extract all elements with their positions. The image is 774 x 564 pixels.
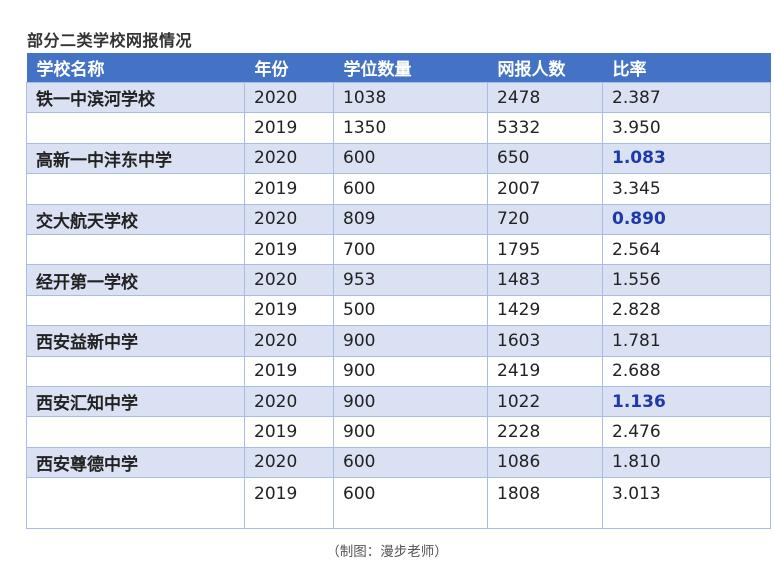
cell-ratio: 2.387 <box>602 81 771 114</box>
cell-ratio: 3.345 <box>602 173 771 205</box>
cell-school: 经开第一学校 <box>26 264 245 296</box>
cell-seats: 900 <box>333 325 488 357</box>
cell-seats: 600 <box>333 142 488 175</box>
header-row: 学校名称 年份 学位数量 网报人数 比率 <box>26 53 771 83</box>
cell-year: 2019 <box>244 233 334 266</box>
cell-year: 2020 <box>244 203 334 235</box>
header-year: 年份 <box>244 53 334 83</box>
cell-ratio: 3.013 <box>602 477 771 530</box>
table-row: 2019 700 1795 2.564 <box>26 233 771 266</box>
table-row: 西安汇知中学 2020 900 1022 1.136 <box>26 385 771 418</box>
cell-year: 2020 <box>244 446 334 479</box>
cell-seats: 600 <box>333 173 488 205</box>
cell-school: 高新一中沣东中学 <box>26 142 245 175</box>
cell-applicants: 1603 <box>487 325 603 357</box>
cell-year: 2019 <box>244 173 334 205</box>
cell-school: 交大航天学校 <box>26 203 245 235</box>
cell-seats: 809 <box>333 203 488 235</box>
cell-ratio: 1.781 <box>602 325 771 357</box>
table-row: 2019 900 2228 2.476 <box>26 416 771 448</box>
cell-applicants: 2478 <box>487 81 603 114</box>
table-row: 高新一中沣东中学 2020 600 650 1.083 <box>26 142 771 175</box>
table-row: 2019 500 1429 2.828 <box>26 294 771 327</box>
cell-seats: 900 <box>333 416 488 448</box>
cell-year: 2020 <box>244 264 334 296</box>
cell-seats: 600 <box>333 477 488 530</box>
table-row: 2019 600 2007 3.345 <box>26 173 771 205</box>
cell-seats: 900 <box>333 385 488 418</box>
header-applicants: 网报人数 <box>487 53 603 83</box>
cell-school <box>26 173 245 205</box>
cell-school: 西安汇知中学 <box>26 385 245 418</box>
cell-year: 2020 <box>244 81 334 114</box>
cell-year: 2019 <box>244 477 334 530</box>
cell-year: 2019 <box>244 294 334 327</box>
cell-school <box>26 294 245 327</box>
cell-applicants: 1483 <box>487 264 603 296</box>
cell-school <box>26 477 245 530</box>
table-row: 2019 1350 5332 3.950 <box>26 112 771 144</box>
cell-seats: 1350 <box>333 112 488 144</box>
table-row: 西安益新中学 2020 900 1603 1.781 <box>26 325 771 357</box>
cell-school: 西安益新中学 <box>26 325 245 357</box>
table-title: 部分二类学校网报情况 <box>27 31 193 50</box>
cell-applicants: 2419 <box>487 355 603 387</box>
cell-applicants: 1429 <box>487 294 603 327</box>
cell-school <box>26 355 245 387</box>
cell-ratio: 1.136 <box>602 385 771 418</box>
cell-school <box>26 416 245 448</box>
cell-seats: 953 <box>333 264 488 296</box>
cell-ratio: 3.950 <box>602 112 771 144</box>
table-row: 交大航天学校 2020 809 720 0.890 <box>26 203 771 235</box>
cell-applicants: 1808 <box>487 477 603 530</box>
cell-year: 2019 <box>244 112 334 144</box>
cell-seats: 900 <box>333 355 488 387</box>
cell-ratio: 2.688 <box>602 355 771 387</box>
cell-school <box>26 112 245 144</box>
figure-caption: （制图：漫步老师） <box>326 544 448 560</box>
cell-ratio: 1.083 <box>602 142 771 175</box>
header-seats: 学位数量 <box>333 53 488 83</box>
header-ratio: 比率 <box>602 53 771 83</box>
cell-applicants: 2007 <box>487 173 603 205</box>
header-school: 学校名称 <box>26 53 245 83</box>
cell-seats: 700 <box>333 233 488 266</box>
cell-year: 2020 <box>244 142 334 175</box>
cell-year: 2019 <box>244 416 334 448</box>
table-body: 铁一中滨河学校 2020 1038 2478 2.387 2019 1350 5332 3.95… <box>26 81 771 530</box>
cell-ratio: 2.564 <box>602 233 771 266</box>
cell-seats: 500 <box>333 294 488 327</box>
table-row: 经开第一学校 2020 953 1483 1.556 <box>26 264 771 296</box>
cell-applicants: 1795 <box>487 233 603 266</box>
table-row: 2019 900 2419 2.688 <box>26 355 771 387</box>
cell-year: 2019 <box>244 355 334 387</box>
cell-ratio: 1.556 <box>602 264 771 296</box>
cell-applicants: 1086 <box>487 446 603 479</box>
cell-seats: 1038 <box>333 81 488 114</box>
cell-ratio: 1.810 <box>602 446 771 479</box>
cell-school: 西安尊德中学 <box>26 446 245 479</box>
table-row: 2019 600 1808 3.013 <box>26 477 771 530</box>
cell-school: 铁一中滨河学校 <box>26 81 245 114</box>
cell-applicants: 720 <box>487 203 603 235</box>
table-row: 西安尊德中学 2020 600 1086 1.810 <box>26 446 771 479</box>
cell-applicants: 650 <box>487 142 603 175</box>
cell-applicants: 1022 <box>487 385 603 418</box>
table-row: 铁一中滨河学校 2020 1038 2478 2.387 <box>26 81 771 114</box>
cell-applicants: 5332 <box>487 112 603 144</box>
cell-year: 2020 <box>244 385 334 418</box>
cell-applicants: 2228 <box>487 416 603 448</box>
cell-ratio: 2.828 <box>602 294 771 327</box>
cell-ratio: 2.476 <box>602 416 771 448</box>
enrollment-table: 学校名称 年份 学位数量 网报人数 比率 铁一中滨河学校 2020 1038 2478… <box>26 53 771 530</box>
cell-ratio: 0.890 <box>602 203 771 235</box>
cell-seats: 600 <box>333 446 488 479</box>
cell-year: 2020 <box>244 325 334 357</box>
cell-school <box>26 233 245 266</box>
